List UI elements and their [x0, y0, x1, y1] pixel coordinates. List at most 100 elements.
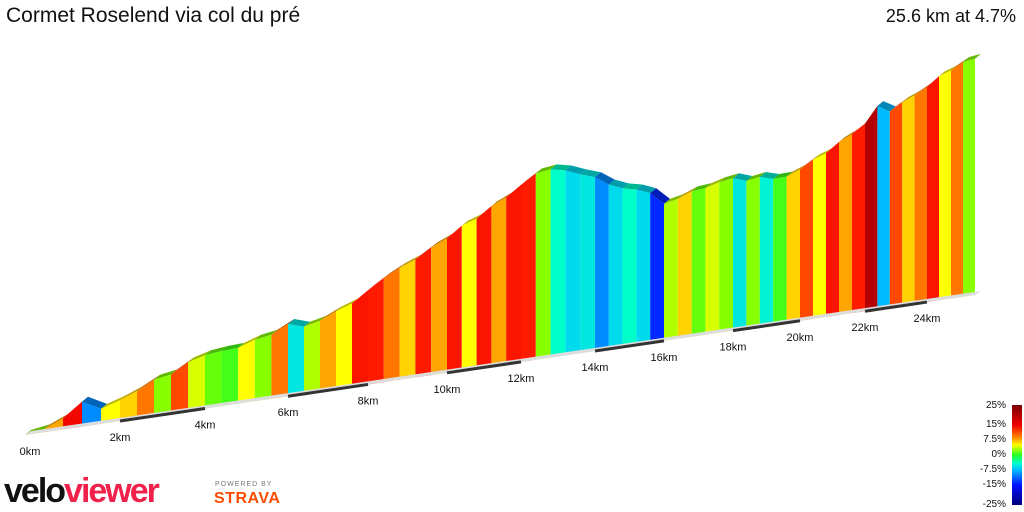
- gradient-segment: [826, 141, 839, 317]
- gradient-segment: [691, 188, 706, 337]
- legend-label: -25%: [982, 499, 1006, 510]
- segment-top-face: [691, 183, 712, 192]
- x-tick-label: 14km: [582, 362, 609, 374]
- gradient-segment: [963, 58, 975, 297]
- gradient-segment: [288, 324, 304, 397]
- gradient-segment: [889, 102, 903, 308]
- gradient-segment: [951, 62, 963, 299]
- segment-top-face: [171, 357, 194, 375]
- segment-top-face: [352, 285, 374, 304]
- page-title: Cormet Roselend via col du pré: [6, 4, 301, 27]
- gradient-legend-bar: [1012, 405, 1022, 505]
- gradient-segment: [813, 153, 826, 319]
- segment-top-face: [595, 172, 615, 185]
- gradient-segment: [399, 259, 416, 380]
- gradient-segment: [120, 390, 137, 421]
- segment-top-face: [580, 169, 601, 178]
- x-tick-label: 18km: [720, 342, 747, 354]
- segment-top-face: [800, 154, 819, 170]
- gradient-segment: [580, 174, 595, 354]
- segment-top-face: [664, 193, 684, 204]
- segment-top-face: [205, 346, 228, 356]
- gradient-segment: [221, 347, 239, 407]
- legend-label: 15%: [985, 419, 1006, 430]
- gradient-segment: [82, 401, 101, 427]
- segment-top-face: [491, 192, 513, 207]
- gradient-segment: [550, 169, 566, 358]
- gradient-segment: [927, 76, 939, 303]
- segment-top-face: [336, 298, 358, 312]
- segment-top-face: [154, 369, 177, 380]
- x-tick-label: 12km: [508, 373, 535, 385]
- segment-top-face: [137, 374, 160, 391]
- gradient-segment: [352, 290, 368, 387]
- baseline-km-band: [594, 339, 665, 353]
- x-tick-label: 6km: [278, 407, 299, 419]
- segment-top-face: [839, 129, 858, 142]
- segment-front-faces: [25, 58, 975, 435]
- x-tick-label: 24km: [914, 313, 941, 325]
- gradient-segment: [521, 173, 536, 362]
- gradient-segment: [622, 188, 637, 347]
- gradient-segment: [664, 198, 678, 341]
- gradient-segment: [677, 191, 692, 339]
- x-tick-label: 2km: [110, 432, 131, 444]
- segment-top-face: [622, 183, 643, 190]
- distance-baseline: [25, 291, 981, 435]
- segment-top-face: [188, 350, 211, 363]
- segment-top-face: [120, 385, 143, 401]
- distance-tick-labels: 0km 2km 4km 6km 8km 10km 12km 14km 16km 18km 20km 2…: [20, 313, 941, 458]
- segment-top-face: [431, 233, 453, 248]
- gradient-segment: [205, 351, 222, 409]
- segment-top-face: [383, 262, 406, 279]
- gradient-segment: [447, 225, 462, 373]
- gradient-segment: [773, 176, 787, 325]
- gradient-segment: [800, 159, 813, 321]
- legend-label: -15%: [982, 479, 1006, 490]
- segment-top-face: [565, 165, 587, 175]
- legend-label: 7.5%: [983, 434, 1006, 445]
- gradient-segment: [476, 206, 492, 369]
- segment-top-face: [677, 186, 698, 199]
- segment-top-face: [705, 177, 726, 189]
- x-tick-label: 16km: [651, 352, 678, 364]
- x-tick-label: 22km: [852, 322, 879, 334]
- segment-top-face: [399, 254, 422, 268]
- gradient-segment: [839, 134, 852, 316]
- x-tick-label: 20km: [787, 332, 814, 344]
- segment-top-face: [719, 173, 739, 183]
- segment-top-face: [963, 53, 981, 63]
- segment-top-face: [304, 315, 326, 327]
- gradient-segment: [746, 177, 760, 329]
- segment-top-face: [889, 97, 909, 112]
- gradient-segment: [877, 106, 890, 310]
- baseline-km-band: [287, 382, 369, 398]
- segment-top-face: [951, 57, 969, 71]
- segment-top-face: [939, 65, 957, 77]
- gradient-segment: [902, 95, 915, 306]
- gradient-segment: [565, 170, 581, 356]
- segment-top-face: [221, 342, 245, 352]
- gradient-segment: [865, 106, 878, 312]
- gradient-segment: [320, 311, 336, 392]
- gradient-segment: [759, 177, 774, 327]
- legend-label: 0%: [991, 449, 1006, 460]
- baseline-km-band: [119, 406, 206, 423]
- segment-top-face: [813, 148, 832, 160]
- gradient-segment: [304, 320, 320, 394]
- baseline-km-band: [732, 319, 801, 333]
- x-tick-label: 8km: [358, 395, 379, 407]
- gradient-segment: [506, 184, 521, 365]
- gradient-segment: [101, 400, 120, 424]
- gradient-segment: [415, 247, 432, 378]
- segment-top-face: [535, 164, 557, 174]
- gradient-segment: [705, 182, 720, 335]
- baseline-km-band: [446, 360, 522, 375]
- segment-top-face: [759, 172, 780, 179]
- segment-top-face: [773, 171, 793, 179]
- segment-top-face: [786, 164, 806, 177]
- gradient-segment: [491, 197, 507, 367]
- segment-top-face: [415, 242, 438, 260]
- gradient-segment: [535, 169, 551, 360]
